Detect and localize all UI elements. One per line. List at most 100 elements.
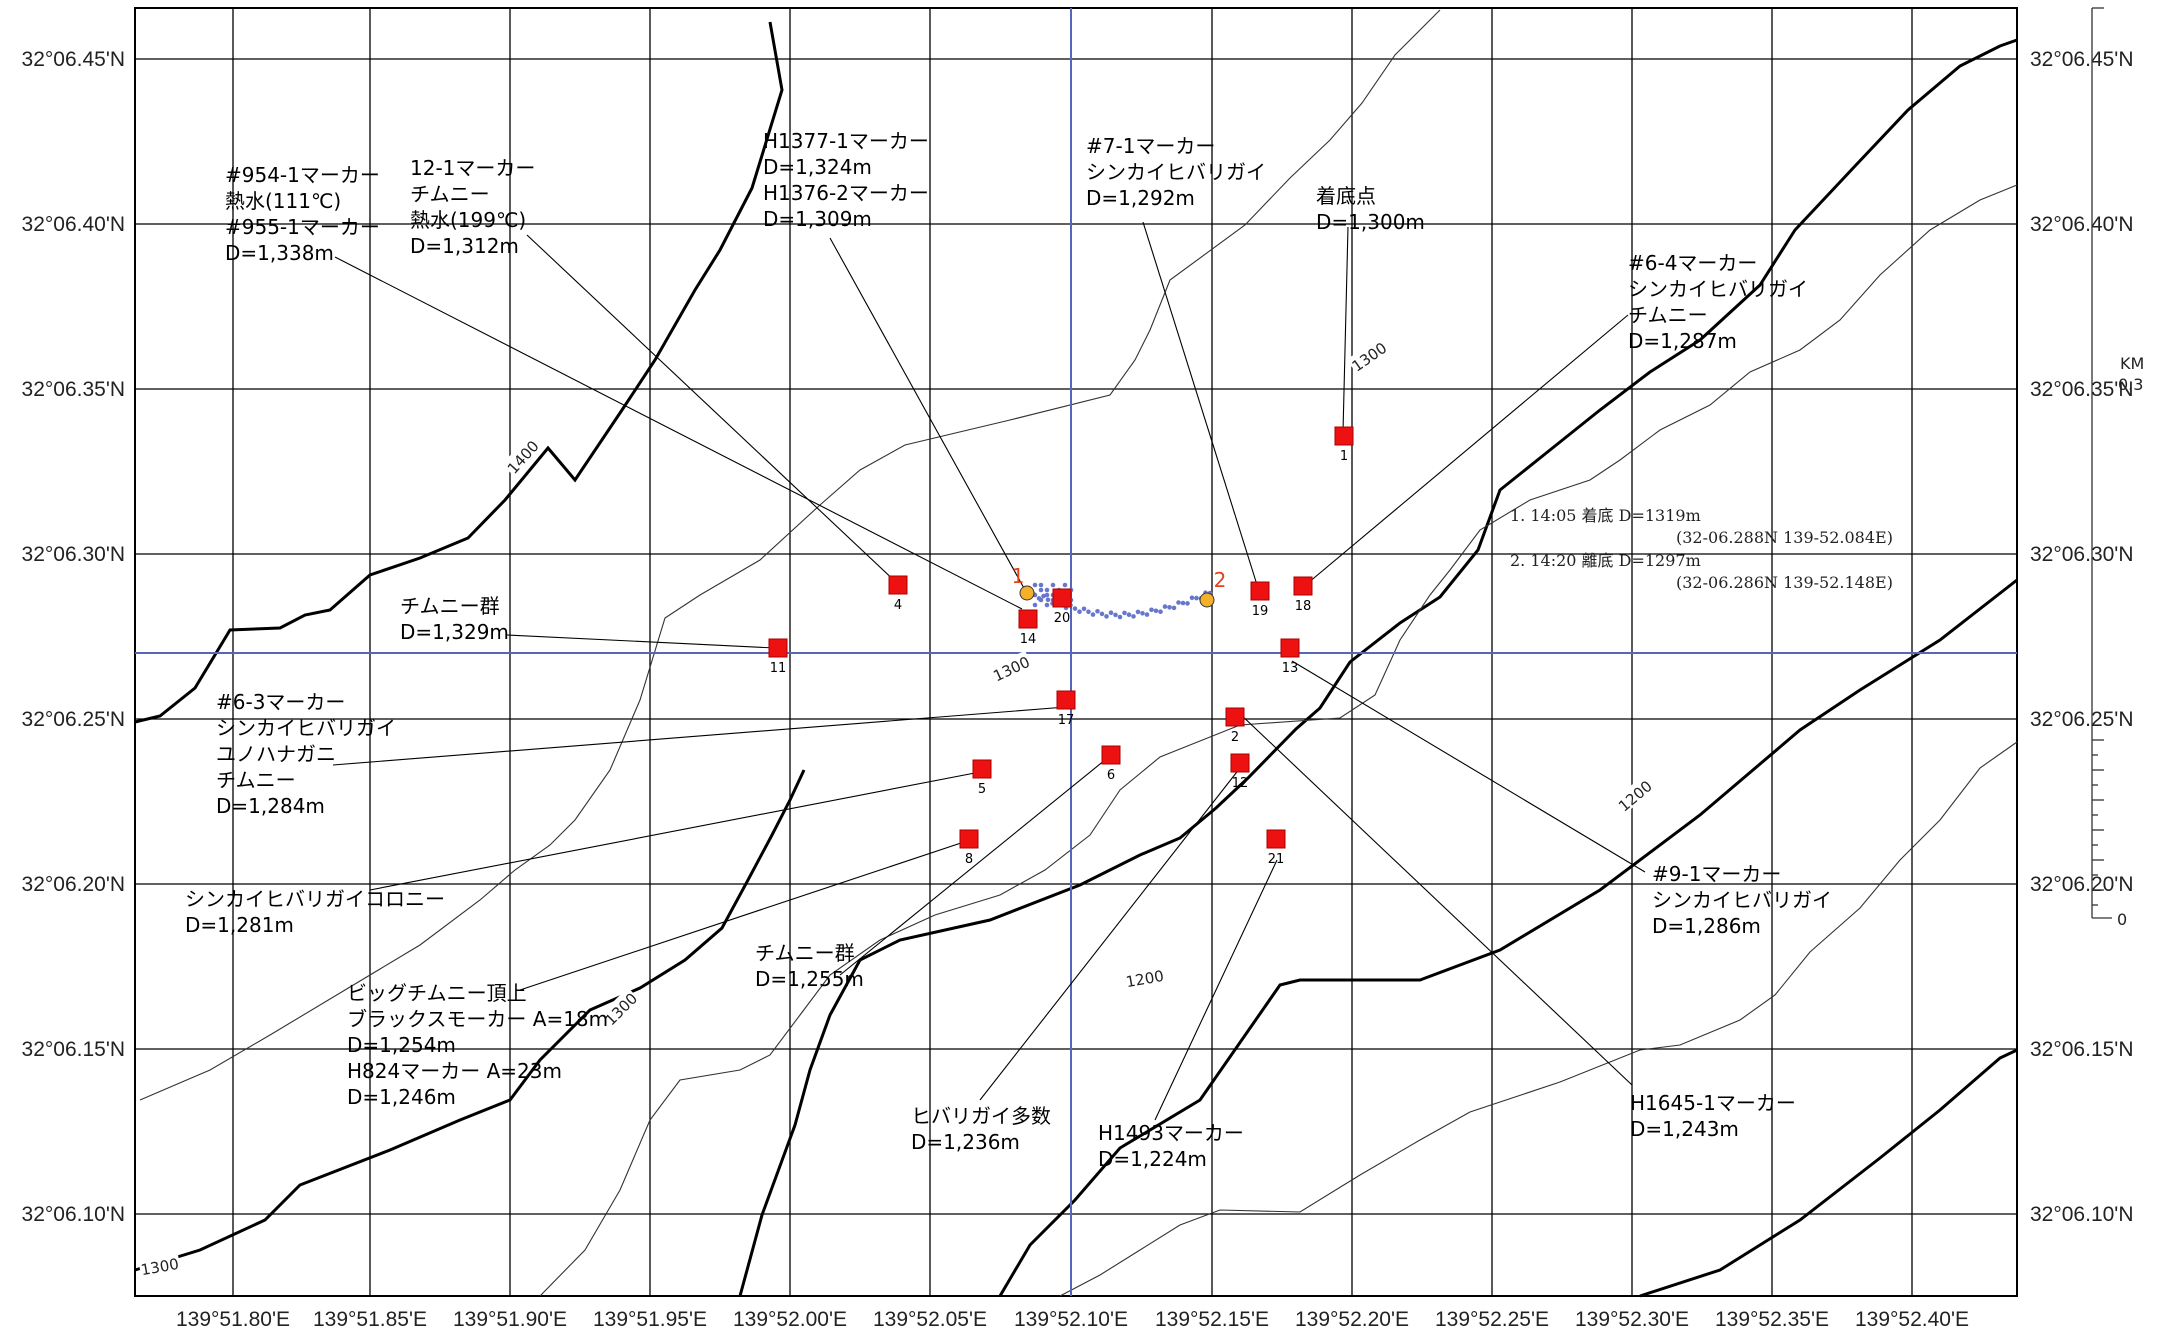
dive-point [1199, 592, 1215, 608]
marker-number: 17 [1058, 713, 1075, 728]
annotation-line: 着底点 [1316, 184, 1376, 208]
track-point [1044, 592, 1050, 598]
annotation-line: #6-4マーカー [1628, 251, 1757, 275]
leader-line [369, 771, 981, 891]
track-point [1045, 597, 1051, 603]
marker-number: 13 [1282, 661, 1299, 676]
track-point [1032, 582, 1038, 588]
track-point [1117, 614, 1123, 620]
dive-log-coord: (32-06.288N 139-52.084E) [1676, 528, 1893, 547]
annotation-line: D=1,224m [1098, 1147, 1207, 1171]
lat-tick-label-left: 32°06.30'N [22, 543, 125, 566]
lat-tick-label-right: 32°06.30'N [2030, 543, 2133, 566]
annotation-line: シンカイヒバリガイ [1628, 277, 1808, 301]
depth-contours [134, 9, 2018, 1298]
lat-tick-label-left: 32°06.45'N [22, 48, 125, 71]
leader-line [519, 839, 971, 991]
annotation-line: ヒバリガイ多数 [911, 1104, 1051, 1128]
lat-tick-label-left: 32°06.40'N [22, 213, 125, 236]
lon-tick-label: 139°52.20'E [1295, 1308, 1409, 1330]
track-point [1032, 602, 1038, 608]
lat-tick-label-left: 32°06.20'N [22, 873, 125, 896]
leader-line [1142, 221, 1259, 589]
lon-tick-label: 139°51.85'E [313, 1308, 427, 1330]
marker-square [768, 638, 788, 658]
leader-line [1342, 226, 1349, 433]
track-point [1038, 597, 1044, 603]
leader-line [1154, 859, 1278, 1121]
track-point [1167, 605, 1172, 610]
annotation-line: D=1,338m [225, 241, 334, 265]
lat-tick-label-left: 32°06.35'N [22, 378, 125, 401]
marker-square [1280, 638, 1300, 658]
annotation-line: ユノハナガニ [216, 742, 336, 766]
lon-tick-label: 139°52.15'E [1155, 1308, 1269, 1330]
marker-number: 21 [1268, 852, 1285, 867]
marker-square [1052, 588, 1072, 608]
lon-tick-label: 139°52.40'E [1855, 1308, 1969, 1330]
annotation-line: D=1,243m [1630, 1117, 1739, 1141]
dive-point [1019, 585, 1035, 601]
lat-tick-label-right: 32°06.45'N [2030, 48, 2133, 71]
leader-lines [332, 221, 1646, 1121]
annotation-line: D=1,309m [763, 207, 872, 231]
contour-1300-bottom [134, 769, 806, 1272]
axis-tick-labels: 32°06.45'N 32°06.45'N 32°06.40'N 32°06.40'N… [22, 48, 2134, 1330]
annotation-line: #955-1マーカー [225, 215, 380, 239]
track-point [1050, 582, 1056, 588]
contour-1400 [134, 21, 784, 724]
track-point [1158, 609, 1163, 614]
track-point [1176, 600, 1181, 605]
annotation-line: H824マーカー A=23m [347, 1059, 562, 1083]
lat-tick-label-left: 32°06.10'N [22, 1203, 125, 1226]
annotation-line: D=1,236m [911, 1130, 1020, 1154]
annotation-line: D=1,286m [1652, 914, 1761, 938]
marker-square [888, 575, 908, 595]
annotation-line: #954-1マーカー [225, 163, 380, 187]
lat-tick-label-right: 32°06.40'N [2030, 213, 2133, 236]
track-point [1081, 606, 1087, 612]
track-point [1095, 609, 1100, 614]
track-point [1108, 610, 1114, 615]
marker-number: 1 [1340, 449, 1348, 464]
lon-tick-label: 139°52.10'E [1014, 1308, 1128, 1330]
marker-number: 4 [894, 598, 902, 613]
marker-square [1225, 707, 1245, 727]
dive-log-line: 1. 14:05 着底 D=1319m [1510, 506, 1701, 525]
track-point [1144, 612, 1150, 617]
track-point [1194, 595, 1199, 601]
dive-log: 1. 14:05 着底 D=1319m (32-06.288N 139-52.08… [1510, 506, 1893, 592]
leader-line [839, 759, 1106, 976]
annotation-line: D=1,324m [763, 155, 872, 179]
annotation-line: D=1,255m [755, 967, 864, 991]
marker-square [972, 759, 992, 779]
leader-line [1301, 314, 1629, 589]
lat-tick-label-right: 32°06.20'N [2030, 873, 2133, 896]
dive-point-label: 2 [1214, 568, 1227, 592]
annotation-line: D=1,254m [347, 1033, 456, 1057]
track-point [1090, 612, 1096, 617]
marker-number: 18 [1295, 599, 1312, 614]
lon-tick-label: 139°52.00'E [733, 1308, 847, 1330]
track-point [1041, 593, 1046, 599]
annotation-line: H1376-2マーカー [763, 181, 929, 205]
marker-square [1250, 581, 1270, 601]
track-point [1104, 614, 1109, 619]
contour-thin-1 [139, 9, 1441, 1101]
contour-1200-lower [1639, 1048, 2018, 1298]
lon-tick-label: 139°52.30'E [1575, 1308, 1689, 1330]
track-point [1038, 582, 1044, 588]
leader-line [1237, 711, 1633, 1086]
scale-top-value: 0.3 [2118, 375, 2143, 394]
annotation-line: チムニー群 [755, 941, 855, 965]
lat-tick-label-right: 32°06.35'N [2030, 378, 2133, 401]
marker-number: 19 [1252, 604, 1269, 619]
lat-tick-label-right: 32°06.25'N [2030, 708, 2133, 731]
marker-square [1056, 690, 1076, 710]
marker-number: 2 [1231, 730, 1239, 745]
marker-number: 5 [978, 782, 986, 797]
marker-square [1334, 426, 1354, 446]
